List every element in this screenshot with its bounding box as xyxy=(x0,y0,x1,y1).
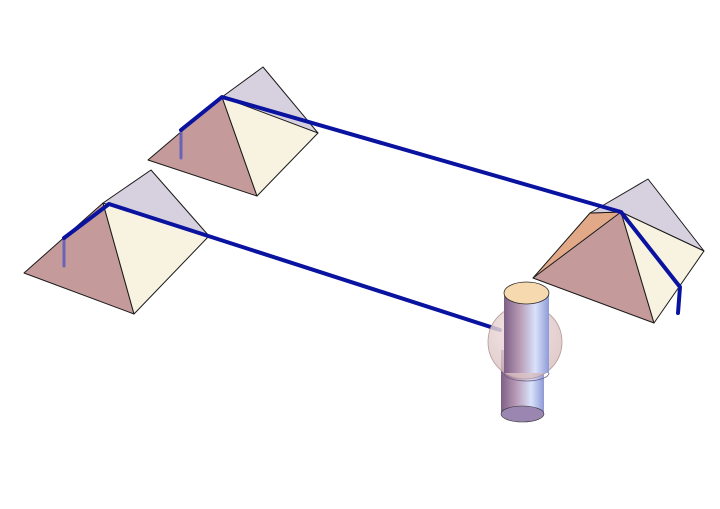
prism-top-left xyxy=(147,66,319,197)
pillar-upper-bottom-rim xyxy=(503,372,550,382)
pillar xyxy=(487,281,563,423)
pillar-upper-body xyxy=(504,293,549,373)
prism-middle-left xyxy=(23,169,210,315)
pillar-base xyxy=(500,405,545,423)
beams xyxy=(62,95,682,332)
prism-front-face xyxy=(221,96,319,197)
beam-lower xyxy=(62,202,502,332)
pillar-cap xyxy=(503,281,550,305)
beam-upper xyxy=(179,95,682,315)
